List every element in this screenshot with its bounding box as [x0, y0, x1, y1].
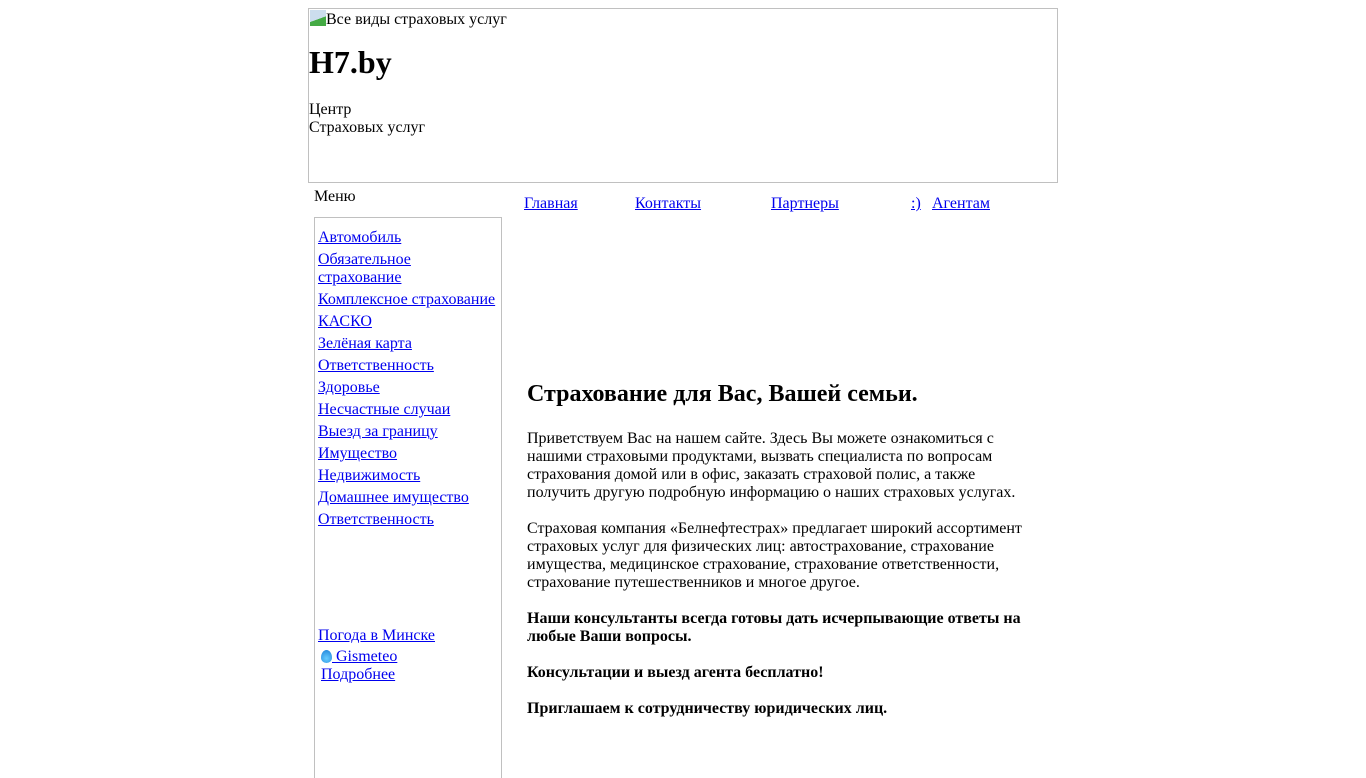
weather-more-link[interactable]: Подробнее [321, 666, 396, 683]
nav-home[interactable]: Главная [524, 195, 578, 212]
sidebar-menu: Автомобиль Обязательное страхование Комп… [314, 217, 502, 778]
sidebar-item-green-card[interactable]: Зелёная карта [318, 335, 412, 352]
weather-title-link[interactable]: Погода в Минске [318, 627, 435, 644]
nav-partners[interactable]: Партнеры [771, 195, 839, 212]
sidebar-item-auto[interactable]: Автомобиль [318, 229, 402, 246]
sidebar-item-accidents[interactable]: Несчастные случаи [318, 401, 451, 418]
site-header: Все виды страховых услуг H7.by Центр Стра… [308, 8, 1058, 183]
nav-smile[interactable]: :) [911, 195, 921, 212]
consultants-paragraph: Наши консультанты всегда готовы дать исч… [527, 610, 1021, 645]
page-title: Страхование для Вас, Вашей семьи. [527, 381, 918, 407]
free-consult-paragraph: Консультации и выезд агента бесплатно! [527, 664, 824, 681]
header-image-placeholder: Все виды страховых услуг [310, 10, 507, 29]
weather-widget: Погода в Минске Gismeteo Подробнее [318, 627, 435, 684]
water-drop-icon [321, 650, 332, 663]
legal-entities-paragraph: Приглашаем к сотрудничеству юридических … [527, 700, 888, 717]
sidebar-item-liability[interactable]: Ответственность [318, 357, 434, 374]
site-subtitle: Центр Страховых услуг [309, 101, 426, 136]
sidebar-item-property[interactable]: Имущество [318, 445, 398, 462]
sidebar-item-home-property[interactable]: Домашнее имущество [318, 489, 469, 506]
sidebar-item-complex[interactable]: Комплексное страхование [318, 291, 496, 308]
main-content: Страхование для Вас, Вашей семьи. Привет… [527, 376, 1027, 736]
company-paragraph: Страховая компания «Белнефтестрах» предл… [527, 520, 1022, 591]
sidebar-item-mandatory[interactable]: Обязательное страхование [318, 251, 411, 286]
sidebar-item-health[interactable]: Здоровье [318, 379, 380, 396]
broken-image-icon [310, 10, 326, 26]
site-name: H7.by [309, 44, 392, 80]
intro-paragraph: Приветствуем Вас на нашем сайте. Здесь В… [527, 430, 1016, 501]
sidebar-item-liability-2[interactable]: Ответственность [318, 511, 434, 528]
gismeteo-link[interactable]: Gismeteo [321, 648, 397, 665]
sidebar-item-kasko[interactable]: КАСКО [318, 313, 372, 330]
nav-contacts[interactable]: Контакты [635, 195, 702, 212]
menu-label: Меню [314, 188, 356, 205]
sidebar-item-real-estate[interactable]: Недвижимость [318, 467, 421, 484]
nav-agents[interactable]: Агентам [932, 195, 990, 212]
sidebar-item-travel[interactable]: Выезд за границу [318, 423, 438, 440]
